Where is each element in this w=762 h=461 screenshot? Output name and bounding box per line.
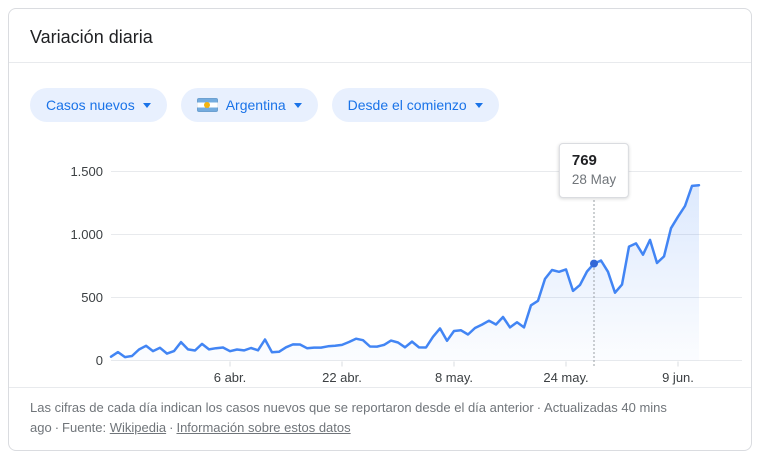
argentina-flag-icon	[196, 98, 218, 112]
footer-text: Las cifras de cada día indican los casos…	[30, 398, 722, 438]
chevron-down-icon	[293, 103, 302, 108]
y-axis-label: 1.500	[70, 164, 103, 179]
x-axis-label: 8 may.	[435, 370, 473, 385]
footer-updated: Actualizadas 40 mins ago	[30, 400, 667, 435]
footer-source-label: Fuente:	[62, 420, 107, 435]
x-axis-label: 6 abr.	[214, 370, 247, 385]
page-title: Variación diaria	[30, 27, 153, 47]
chevron-down-icon	[142, 103, 151, 108]
chart-area[interactable]: 0 500 1.000 1.500 6 abr. 22 abr. 8 may. 24 may.…	[9, 140, 752, 395]
date-range-dropdown[interactable]: Desde el comienzo	[331, 88, 499, 122]
area-fill	[111, 185, 699, 361]
y-axis-label: 1.000	[70, 227, 103, 242]
chart-line	[109, 183, 701, 359]
separator-dot: ·	[54, 420, 60, 435]
highlight-dot	[590, 259, 598, 268]
daily-variation-card: Variación diaria Casos nuevos Argentina …	[8, 8, 752, 451]
x-axis-label: 22 abr.	[322, 370, 362, 385]
x-axis-label: 24 may.	[543, 370, 588, 385]
region-dropdown[interactable]: Argentina	[180, 88, 318, 122]
footer-description: Las cifras de cada día indican los casos…	[30, 400, 534, 415]
card-footer: Las cifras de cada día indican los casos…	[9, 387, 751, 450]
metric-dropdown[interactable]: Casos nuevos	[30, 88, 167, 122]
card-header: Variación diaria	[9, 9, 751, 63]
x-axis-label: 9 jun.	[662, 370, 694, 385]
wikipedia-link[interactable]: Wikipedia	[109, 420, 167, 435]
info-about-data-link[interactable]: Información sobre estos datos	[176, 420, 351, 435]
region-dropdown-label: Argentina	[225, 97, 286, 113]
y-axis-label: 0	[96, 353, 103, 368]
filter-bar: Casos nuevos Argentina Desde el comienzo	[9, 63, 751, 122]
separator-dot: ·	[536, 400, 542, 415]
chevron-down-icon	[474, 103, 483, 108]
y-axis-label: 500	[81, 290, 103, 305]
separator-dot: ·	[169, 420, 174, 435]
line-chart[interactable]: 0 500 1.000 1.500 6 abr. 22 abr. 8 may. 24 may.…	[9, 140, 752, 395]
date-range-dropdown-label: Desde el comienzo	[347, 97, 467, 113]
metric-dropdown-label: Casos nuevos	[46, 97, 135, 113]
